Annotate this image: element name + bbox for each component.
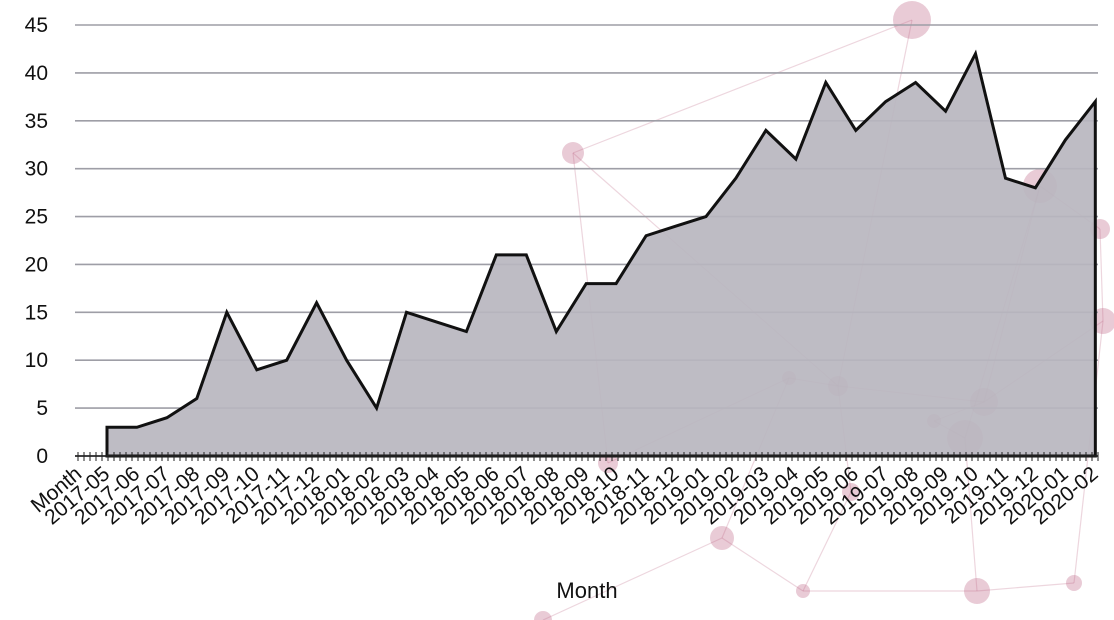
network-link [721, 537, 804, 592]
x-axis-title: Month [556, 578, 617, 603]
y-tick-label: 25 [25, 206, 48, 229]
network-node [598, 453, 618, 473]
y-tick-label: 5 [36, 397, 48, 420]
network-node [842, 483, 860, 501]
y-axis-tick-labels: 0 5 10 15 20 25 30 35 40 45 [25, 14, 48, 468]
y-tick-label: 20 [25, 253, 48, 276]
y-tick-label: 40 [25, 62, 48, 85]
network-link [1099, 228, 1104, 322]
network-node [562, 142, 584, 164]
y-tick-label: 35 [25, 110, 48, 133]
network-node [796, 584, 810, 598]
network-link [976, 582, 1075, 592]
x-axis-tick-labels: Month2017-052017-062017-072017-082017-09… [27, 462, 1103, 529]
y-tick-label: 30 [25, 158, 48, 181]
network-node [534, 611, 552, 620]
network-link [802, 491, 852, 592]
network-node [1066, 575, 1082, 591]
y-tick-label: 45 [25, 14, 48, 37]
network-link [542, 537, 723, 620]
network-node [964, 578, 990, 604]
network-link [964, 437, 978, 592]
network-node [710, 526, 734, 550]
y-tick-label: 10 [25, 349, 48, 372]
y-tick-label: 0 [36, 445, 48, 468]
network-node [893, 1, 931, 39]
network-link [572, 19, 913, 154]
area-series [75, 49, 1099, 461]
area-series-fill [105, 49, 1097, 458]
y-tick-label: 15 [25, 301, 48, 324]
